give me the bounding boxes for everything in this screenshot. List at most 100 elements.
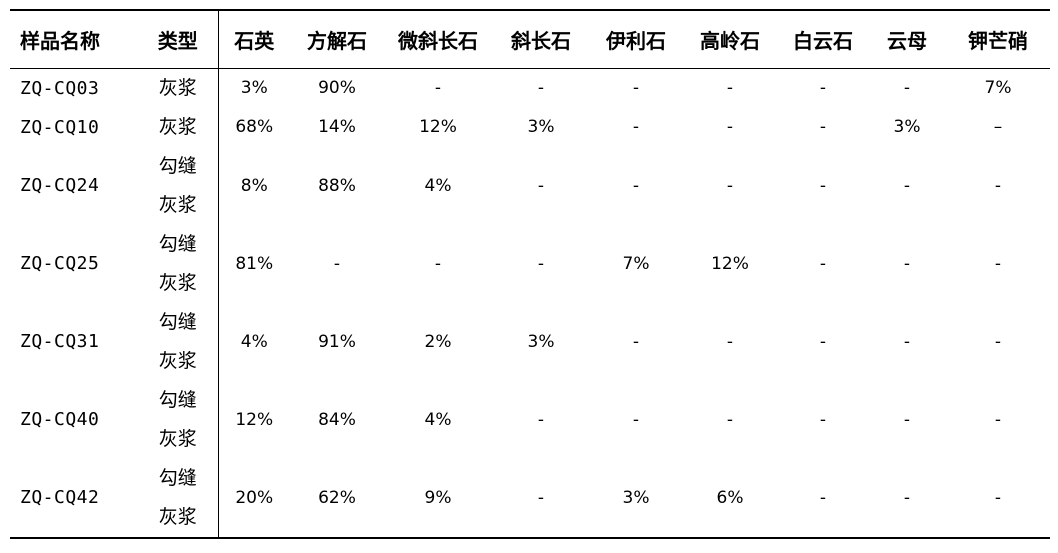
mineral-value-cell: - (946, 458, 1050, 539)
mineral-value-cell: 9% (384, 458, 492, 539)
mineral-value-cell: 12% (235, 409, 274, 430)
mineral-value-cell: - (492, 458, 590, 539)
mineral-value-cell: - (819, 175, 827, 196)
mineral-value-cell: - (632, 409, 640, 430)
mineral-composition-table-container: 样品名称 类型 石英 方解石 微斜长石 斜长石 伊利石 高岭石 白云石 云母 钾… (10, 9, 1050, 539)
mineral-value-cell: 7% (622, 253, 650, 274)
mineral-value-cell: 4% (424, 409, 452, 430)
mineral-value-cell: - (819, 78, 827, 98)
mineral-value-cell: 84% (318, 409, 356, 430)
mineral-value-cell: 4% (424, 175, 452, 196)
mineral-value-cell: 90% (318, 78, 356, 98)
mineral-value-cell: 62% (290, 458, 384, 539)
mineral-value-cell: - (537, 78, 545, 98)
sample-type-cell: 灰浆 (138, 68, 219, 108)
header-microcline: 微斜长石 (398, 28, 478, 53)
mineral-value-cell: - (632, 78, 640, 98)
mineral-value-cell: - (819, 253, 827, 274)
header-quartz: 石英 (234, 28, 275, 53)
sample-type-cell: 勾缝 灰浆 (138, 224, 219, 303)
mineral-value-cell: 3% (527, 331, 555, 352)
header-mica: 云母 (887, 28, 927, 53)
mineral-value-cell: 14% (318, 117, 356, 137)
mineral-value-cell: - (434, 78, 442, 98)
mineral-value-cell: - (819, 409, 827, 430)
mineral-value-cell: - (434, 253, 442, 274)
mineral-value-cell: 3% (893, 117, 921, 137)
mineral-value-cell: 20% (218, 458, 290, 539)
mineral-value-cell: 2% (424, 331, 452, 352)
mineral-value-cell: 68% (235, 117, 274, 137)
sample-type-cell: 勾缝 灰浆 (138, 458, 219, 539)
mineral-value-cell: - (333, 253, 341, 274)
mineral-value-cell: 3% (240, 78, 268, 98)
table-row: ZQ-CQ42 勾缝 灰浆 20% 62% 9% -3% 6% - - - (10, 458, 1050, 539)
table-row: ZQ-CQ25 勾缝 灰浆 81% - - - 7% 12% - - - (10, 224, 1050, 303)
sample-type-cell: 勾缝 灰浆 (138, 146, 219, 225)
mineral-value-cell: - (903, 175, 911, 196)
mineral-value-cell: 91% (318, 331, 356, 352)
sample-name-cell: ZQ-CQ40 (20, 409, 100, 430)
mineral-value-cell: - (903, 409, 911, 430)
mineral-value-cell: – (993, 117, 1003, 137)
header-kaolinite: 高岭石 (700, 28, 760, 53)
mineral-value-cell: - (726, 78, 734, 98)
sample-type-cell: 灰浆 (138, 107, 219, 147)
sample-name-cell: ZQ-CQ24 (20, 175, 100, 196)
header-dolomite: 白云石 (793, 28, 853, 53)
mineral-value-cell: - (819, 117, 827, 137)
header-illite: 伊利石 (606, 28, 666, 53)
mineral-value-cell: - (537, 253, 545, 274)
mineral-value-cell: 4% (240, 331, 268, 352)
mineral-value-cell: 12% (711, 253, 749, 274)
header-plagioclase: 斜长石 (511, 28, 571, 53)
sample-name-cell: ZQ-CQ10 (20, 116, 100, 138)
table-header: 样品名称 类型 石英 方解石 微斜长石 斜长石 伊利石 高岭石 白云石 云母 钾… (10, 10, 1050, 68)
mineral-value-cell: - (537, 409, 545, 430)
mineral-value-cell: 88% (318, 175, 356, 196)
mineral-value-cell: - (726, 409, 734, 430)
mineral-value-cell: - (994, 331, 1002, 352)
mineral-value-cell: 7% (984, 78, 1012, 98)
table-row: ZQ-CQ24 勾缝 灰浆 8% 88% 4% - - - - - - (10, 146, 1050, 225)
header-calcite: 方解石 (307, 28, 367, 53)
mineral-value-cell: - (994, 253, 1002, 274)
table-body: ZQ-CQ03 灰浆 3% 90% - - - - - - 7% ZQ-CQ10 灰浆 68% 14% 12%… (10, 68, 1050, 539)
mineral-composition-table: 样品名称 类型 石英 方解石 微斜长石 斜长石 伊利石 高岭石 白云石 云母 钾… (10, 9, 1050, 539)
sample-name-cell: ZQ-CQ42 (10, 458, 138, 539)
mineral-value-cell: - (537, 175, 545, 196)
mineral-value-cell: 3% (527, 117, 555, 137)
sample-name-cell: ZQ-CQ25 (20, 253, 100, 274)
mineral-value-cell: - (903, 78, 911, 98)
mineral-value-cell: - (726, 331, 734, 352)
header-sample-name: 样品名称 (20, 28, 100, 53)
mineral-value-cell: - (632, 117, 640, 137)
mineral-value-cell: - (868, 458, 946, 539)
mineral-value-cell: 3% (590, 458, 682, 539)
mineral-value-cell: - (994, 175, 1002, 196)
mineral-value-cell: 6% (682, 458, 778, 539)
mineral-value-cell: - (778, 458, 868, 539)
table-row: ZQ-CQ10 灰浆 68% 14% 12% 3% - - - 3% – (10, 107, 1050, 147)
header-row: 样品名称 类型 石英 方解石 微斜长石 斜长石 伊利石 高岭石 白云石 云母 钾… (10, 10, 1050, 68)
mineral-value-cell: - (819, 331, 827, 352)
mineral-value-cell: - (632, 331, 640, 352)
table-row: ZQ-CQ31 勾缝 灰浆 4% 91% 2% 3% - - - - - (10, 302, 1050, 381)
table-row: ZQ-CQ03 灰浆 3% 90% - - - - - - 7% (10, 68, 1050, 108)
table-row: ZQ-CQ40 勾缝 灰浆 12% 84% 4% - - - - - - (10, 380, 1050, 459)
sample-type-cell: 勾缝 灰浆 (138, 302, 219, 381)
mineral-value-cell: - (726, 175, 734, 196)
header-glaserite: 钾芒硝 (968, 28, 1028, 53)
mineral-value-cell: - (726, 117, 734, 137)
mineral-value-cell: 81% (235, 253, 274, 274)
sample-name-cell: ZQ-CQ03 (20, 77, 100, 99)
mineral-value-cell: - (632, 175, 640, 196)
mineral-value-cell: - (903, 331, 911, 352)
mineral-value-cell: - (903, 253, 911, 274)
header-type: 类型 (138, 10, 219, 68)
mineral-value-cell: 8% (240, 175, 268, 196)
mineral-value-cell: - (994, 409, 1002, 430)
sample-name-cell: ZQ-CQ31 (20, 331, 100, 352)
sample-type-cell: 勾缝 灰浆 (138, 380, 219, 459)
mineral-value-cell: 12% (419, 117, 457, 137)
